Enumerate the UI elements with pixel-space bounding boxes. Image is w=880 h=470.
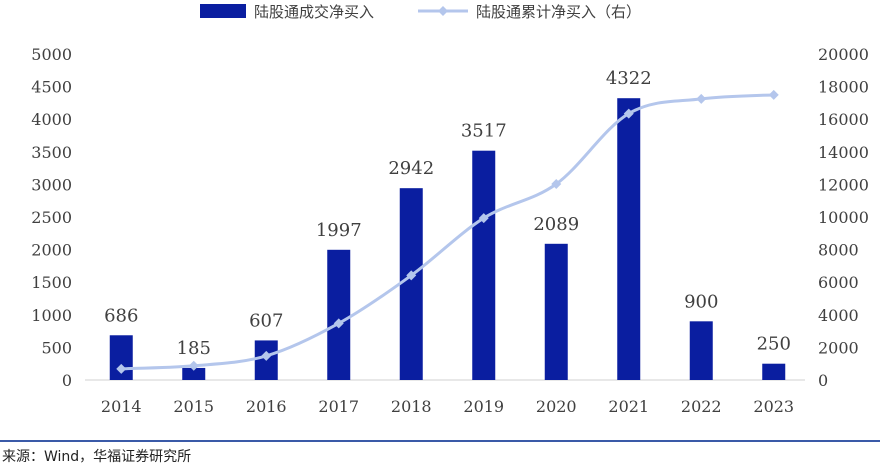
legend-label-bar: 陆股通成交净买入: [254, 3, 374, 21]
right-y-axis: 0 2000 4000 6000 8000 10000 12000 14000 16000 180…: [818, 45, 869, 390]
bar: [617, 98, 641, 380]
line-point: [333, 318, 344, 329]
y-right-tick-label: 16000: [818, 110, 869, 129]
y-left-tick-label: 2000: [31, 241, 72, 260]
y-left-tick-label: 1000: [31, 306, 72, 325]
x-tick-label: 2023: [753, 397, 794, 416]
legend-swatch-bar: [200, 4, 246, 18]
y-right-tick-label: 10000: [818, 208, 869, 227]
bar-data-label: 250: [757, 334, 791, 355]
line-point: [406, 270, 417, 281]
x-tick-label: 2018: [391, 397, 432, 416]
bar: [182, 367, 206, 380]
bar: [689, 321, 713, 380]
bar-data-label: 2942: [388, 158, 434, 179]
source-divider: [0, 440, 880, 442]
y-left-tick-label: 5000: [31, 45, 72, 64]
bar: [762, 363, 786, 380]
bar: [327, 249, 351, 380]
y-right-tick-label: 0: [818, 371, 828, 390]
bar-data-label: 185: [177, 338, 211, 359]
line-point: [478, 213, 489, 224]
x-tick-label: 2019: [463, 397, 504, 416]
x-tick-label: 2014: [101, 397, 142, 416]
legend-label-line: 陆股通累计净买入（右）: [476, 3, 641, 21]
bar-data-label: 1997: [316, 220, 362, 241]
source-note: 来源：Wind，华福证券研究所: [2, 449, 192, 465]
y-left-tick-label: 1500: [31, 273, 72, 292]
legend-marker-line: [438, 6, 448, 16]
y-left-tick-label: 4500: [31, 78, 72, 97]
x-tick-label: 2022: [681, 397, 722, 416]
chart: 陆股通成交净买入 陆股通累计净买入（右） 05001000150020002500…: [31, 3, 869, 416]
bar-data-label: 3517: [461, 121, 507, 142]
line-point: [551, 179, 562, 190]
bar-series: [109, 98, 786, 380]
y-left-tick-label: 4000: [31, 110, 72, 129]
bar-data-label: 4322: [606, 68, 652, 89]
line-point: [623, 108, 634, 119]
y-left-tick-label: 0: [62, 371, 72, 390]
line-point: [116, 363, 127, 374]
y-left-tick-label: 500: [41, 338, 72, 357]
line-point: [696, 93, 707, 104]
cumulative-line: [121, 93, 774, 371]
x-tick-label: 2020: [536, 397, 577, 416]
x-tick-label: 2017: [318, 397, 359, 416]
bar: [544, 243, 568, 380]
bar-data-label: 2089: [533, 214, 579, 235]
y-left-tick-label: 2500: [31, 208, 72, 227]
y-right-tick-label: 8000: [818, 241, 859, 260]
legend: 陆股通成交净买入 陆股通累计净买入（右）: [200, 3, 641, 21]
line-point: [188, 360, 199, 371]
bar-data-label: 607: [249, 310, 283, 331]
bar: [472, 150, 496, 380]
y-left-tick-label: 3000: [31, 175, 72, 194]
bar-data-labels: 686 185 607 1997 2942 3517 2089 4322 900 250: [104, 68, 791, 359]
line-series: [116, 89, 779, 374]
y-right-tick-label: 20000: [818, 45, 869, 64]
bar-data-label: 686: [104, 305, 138, 326]
y-left-tick-label: 3500: [31, 143, 72, 162]
x-axis-ticks: 2014 2015 2016 2017 2018 2019 2020 2021 2022 2023: [101, 397, 794, 416]
y-right-tick-label: 14000: [818, 143, 869, 162]
y-right-tick-label: 18000: [818, 78, 869, 97]
y-right-tick-label: 6000: [818, 273, 859, 292]
y-right-tick-label: 2000: [818, 338, 859, 357]
bar-data-label: 900: [684, 291, 718, 312]
bar: [399, 188, 423, 380]
y-right-tick-label: 4000: [818, 306, 859, 325]
line-point: [261, 350, 272, 361]
x-tick-label: 2021: [608, 397, 649, 416]
y-right-tick-label: 12000: [818, 175, 869, 194]
line-point: [768, 89, 779, 100]
x-tick-label: 2015: [173, 397, 214, 416]
x-tick-label: 2016: [246, 397, 287, 416]
left-y-axis: 0 500 1000 1500 2000 2500 3000 3500 4000 4500 5000: [31, 45, 72, 390]
